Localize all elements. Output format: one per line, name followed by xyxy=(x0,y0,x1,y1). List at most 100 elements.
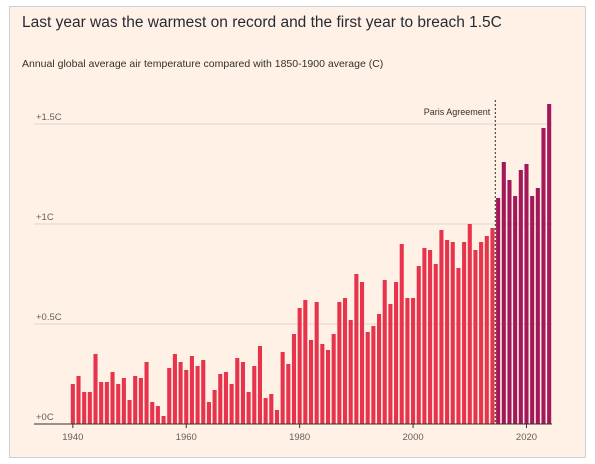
bar-1989 xyxy=(348,320,353,424)
bar-1996 xyxy=(388,304,393,424)
bar-1972 xyxy=(252,366,257,424)
bar-2020 xyxy=(524,164,529,424)
bar-2018 xyxy=(513,196,518,424)
bar-2023 xyxy=(541,128,546,424)
bar-2024 xyxy=(547,104,552,424)
bar-1959 xyxy=(178,362,183,424)
bar-1954 xyxy=(150,402,155,424)
paris-agreement-label: Paris Agreement xyxy=(424,107,491,117)
bar-1964 xyxy=(206,402,211,424)
bar-1947 xyxy=(110,372,115,424)
bar-1943 xyxy=(87,392,92,424)
y-tick-label: +0.5C xyxy=(36,312,62,323)
bar-1960 xyxy=(184,370,189,424)
bar-1946 xyxy=(104,382,109,424)
bar-1991 xyxy=(359,282,365,424)
bar-2000 xyxy=(411,298,416,424)
bar-2005 xyxy=(439,230,444,424)
bar-1987 xyxy=(337,302,342,424)
bar-1974 xyxy=(263,398,268,424)
bar-1949 xyxy=(121,378,126,424)
bar-1990 xyxy=(354,274,359,424)
bar-1968 xyxy=(229,384,234,424)
bar-1976 xyxy=(274,410,280,424)
bar-1969 xyxy=(235,358,240,424)
y-tick-label: +1.5C xyxy=(36,112,62,123)
bar-2001 xyxy=(416,266,421,424)
bar-1953 xyxy=(144,362,149,424)
bar-1945 xyxy=(99,382,104,424)
bar-1941 xyxy=(76,376,81,424)
y-tick-label: +1C xyxy=(36,212,54,223)
bar-1978 xyxy=(286,364,291,424)
chart-title: Last year was the warmest on record and … xyxy=(22,14,502,31)
bar-2012 xyxy=(479,242,484,424)
bar-2002 xyxy=(422,248,427,424)
x-tick-label: 1940 xyxy=(62,432,83,443)
bar-2010 xyxy=(467,224,472,424)
chart-subtitle: Annual global average air temperature co… xyxy=(22,58,384,70)
bar-1995 xyxy=(382,280,387,424)
bar-1971 xyxy=(246,392,251,424)
bar-2009 xyxy=(462,242,467,424)
x-tick-label: 1960 xyxy=(176,432,197,443)
y-tick-label: +0C xyxy=(36,412,54,423)
bar-2007 xyxy=(450,242,455,424)
x-tick-labels: 1940 1960 1980 2000 2020 xyxy=(62,432,537,443)
bar-1957 xyxy=(167,368,172,424)
bar-1966 xyxy=(218,374,223,424)
bar-2021 xyxy=(530,196,535,424)
bar-1958 xyxy=(172,354,177,424)
bar-1980 xyxy=(297,308,302,424)
bar-1997 xyxy=(394,282,399,424)
bar-1982 xyxy=(308,340,314,424)
bar-1962 xyxy=(195,366,200,424)
bar-1940 xyxy=(70,384,75,424)
bar-1984 xyxy=(320,344,325,424)
bar-1992 xyxy=(365,332,370,424)
bar-1955 xyxy=(155,406,160,424)
bar-1994 xyxy=(377,314,382,424)
x-tick-label: 2020 xyxy=(516,432,537,443)
bar-1951 xyxy=(133,376,138,424)
x-tick-label: 2000 xyxy=(403,432,424,443)
bar-1986 xyxy=(331,334,336,424)
bar-2019 xyxy=(518,170,523,424)
bar-1944 xyxy=(93,354,98,424)
bar-2014 xyxy=(490,228,495,424)
x-axis xyxy=(34,423,552,428)
bar-1999 xyxy=(405,298,410,424)
bar-1988 xyxy=(342,298,348,424)
bar-1942 xyxy=(82,392,87,424)
bar-1963 xyxy=(201,360,206,424)
bar-1952 xyxy=(138,378,143,424)
bar-2022 xyxy=(535,188,540,424)
bar-1956 xyxy=(161,416,166,424)
bar-1981 xyxy=(303,300,308,424)
bar-1967 xyxy=(223,372,228,424)
bar-2015 xyxy=(496,198,501,424)
bar-2017 xyxy=(507,180,512,424)
bar-1950 xyxy=(127,400,132,424)
bar-2003 xyxy=(428,250,433,424)
bar-1970 xyxy=(240,362,245,424)
bar-2004 xyxy=(433,264,438,424)
bar-2008 xyxy=(456,268,461,424)
bar-2016 xyxy=(501,162,506,424)
bar-1975 xyxy=(269,394,274,424)
bars xyxy=(70,104,552,424)
bar-1965 xyxy=(212,390,217,424)
bar-1983 xyxy=(314,302,319,424)
bar-1977 xyxy=(280,352,285,424)
bar-2006 xyxy=(445,240,450,424)
bar-2013 xyxy=(484,236,489,424)
bar-1961 xyxy=(189,356,194,424)
y-tick-labels: +0C +0.5C +1C +1.5C xyxy=(36,112,62,423)
bar-1993 xyxy=(371,326,376,424)
bar-1998 xyxy=(399,244,404,424)
bar-1985 xyxy=(325,350,331,424)
bar-1973 xyxy=(257,346,263,424)
bar-1979 xyxy=(291,334,297,424)
bar-2011 xyxy=(473,250,478,424)
